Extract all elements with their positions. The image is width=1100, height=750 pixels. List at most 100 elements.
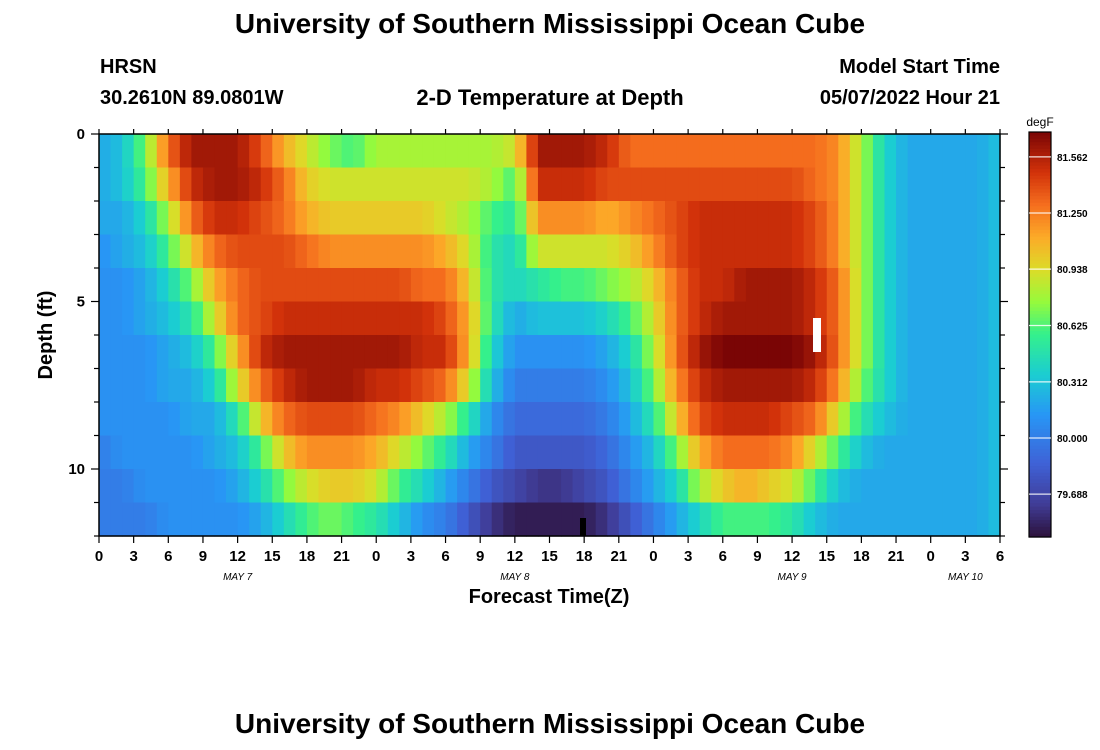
colorbar-segment <box>1029 364 1051 369</box>
x-tick-label: 0 <box>95 548 103 565</box>
heatmap-cell <box>595 301 608 336</box>
heatmap-cell <box>191 502 204 537</box>
heatmap-cell <box>399 435 412 470</box>
heatmap-cell <box>503 134 516 169</box>
heatmap-cell <box>295 368 308 403</box>
heatmap-cell <box>341 368 354 403</box>
colorbar-segment <box>1029 196 1051 201</box>
heatmap-cell <box>168 134 181 169</box>
heatmap-cell <box>792 435 805 470</box>
heatmap-cell <box>110 402 123 437</box>
heatmap-cell <box>272 301 285 336</box>
colorbar-segment <box>1029 432 1051 437</box>
heatmap-cell <box>815 502 828 537</box>
heatmap-cell <box>214 402 227 437</box>
heatmap-cell <box>318 268 331 303</box>
heatmap-cell <box>145 167 158 202</box>
heatmap-cell <box>699 234 712 269</box>
heatmap-cell <box>780 201 793 236</box>
heatmap-cell <box>930 234 943 269</box>
heatmap-cell <box>549 234 562 269</box>
heatmap-cell <box>815 234 828 269</box>
heatmap-cell <box>122 402 135 437</box>
heatmap-cell <box>734 402 747 437</box>
heatmap-cell <box>688 234 701 269</box>
heatmap-cell <box>433 301 447 336</box>
heatmap-cell <box>561 167 574 202</box>
heatmap-cell <box>942 301 955 336</box>
heatmap-cell <box>237 335 250 370</box>
colorbar: 81.562 81.250 80.938 80.625 80.312 80.000 79.6… <box>1028 131 1088 538</box>
colorbar-segment <box>1029 506 1051 511</box>
heatmap-cell <box>214 167 227 202</box>
heatmap-cell <box>387 301 400 336</box>
heatmap-cell <box>780 301 793 336</box>
heatmap-cell <box>422 201 435 236</box>
heatmap-cell <box>745 435 759 470</box>
heatmap-cell <box>272 469 285 504</box>
heatmap-cell <box>99 402 112 437</box>
heatmap-cell <box>919 435 932 470</box>
heatmap-cell <box>260 502 273 537</box>
heatmap-cell <box>780 134 793 169</box>
heatmap-cell <box>584 201 597 236</box>
heatmap-cell <box>202 469 216 504</box>
heatmap-cell <box>110 301 123 336</box>
heatmap-cell <box>122 469 135 504</box>
heatmap-cell <box>584 134 597 169</box>
heatmap-cell <box>653 335 666 370</box>
heatmap-cell <box>584 469 597 504</box>
heatmap-cell <box>976 167 990 202</box>
heatmap-cell <box>202 435 216 470</box>
heatmap-cell <box>295 335 308 370</box>
heatmap-cell <box>249 368 262 403</box>
heatmap-cell <box>353 469 366 504</box>
heatmap-cell <box>792 134 805 169</box>
heatmap-cell <box>849 502 862 537</box>
colorbar-segment <box>1029 439 1051 444</box>
heatmap-cell <box>803 134 816 169</box>
heatmap-cell <box>849 268 862 303</box>
heatmap-cell <box>341 301 354 336</box>
heatmap-cell <box>514 469 527 504</box>
heatmap-cell <box>688 268 701 303</box>
heatmap-cell <box>803 469 816 504</box>
heatmap-cell <box>595 234 608 269</box>
heatmap-cell <box>249 234 262 269</box>
heatmap-cell <box>826 167 839 202</box>
heatmap-cell <box>110 435 123 470</box>
heatmap-cell <box>907 201 920 236</box>
heatmap-cell <box>514 301 527 336</box>
heatmap-cell <box>722 301 735 336</box>
heatmap-cell <box>433 134 447 169</box>
heatmap-cell <box>306 268 320 303</box>
colorbar-segment <box>1029 503 1051 508</box>
heatmap-cell <box>364 402 377 437</box>
heatmap-cell <box>283 268 296 303</box>
colorbar-segment <box>1029 148 1051 153</box>
heatmap-cell <box>768 201 782 236</box>
model-start-value: 05/07/2022 Hour 21 <box>819 87 1000 109</box>
colorbar-segment <box>1029 499 1051 504</box>
heatmap-cell <box>376 201 389 236</box>
heatmap-cell <box>179 435 193 470</box>
colorbar-segment <box>1029 297 1051 302</box>
heatmap-cell <box>838 167 851 202</box>
heatmap-cell <box>503 301 516 336</box>
heatmap-cell <box>376 268 389 303</box>
data-gap-marker-black <box>580 518 586 536</box>
heatmap-cell <box>572 368 585 403</box>
heatmap-cell <box>306 435 320 470</box>
heatmap-cell <box>699 502 712 537</box>
heatmap-cell <box>122 435 135 470</box>
heatmap-cell <box>468 134 481 169</box>
heatmap-cell <box>641 502 655 537</box>
colorbar-segment <box>1029 523 1051 528</box>
colorbar-segment <box>1029 408 1051 413</box>
heatmap-cell <box>480 469 493 504</box>
colorbar-segment <box>1029 273 1051 278</box>
colorbar-segment <box>1029 378 1051 383</box>
heatmap-cell <box>468 402 481 437</box>
heatmap-cell <box>537 435 551 470</box>
heatmap-cell <box>260 134 273 169</box>
